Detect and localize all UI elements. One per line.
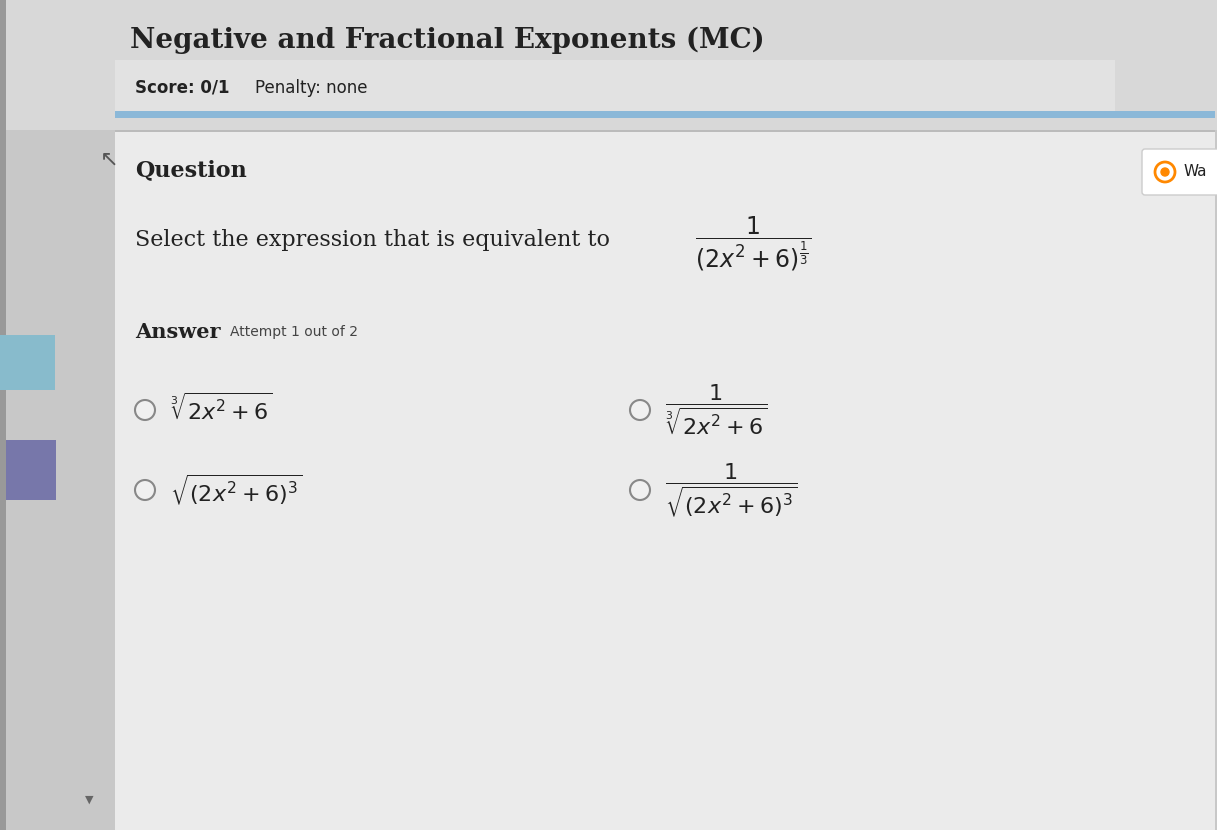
FancyBboxPatch shape [114, 130, 1215, 830]
Text: $\dfrac{1}{(2x^2+6)^{\frac{1}{3}}}$: $\dfrac{1}{(2x^2+6)^{\frac{1}{3}}}$ [695, 215, 812, 273]
FancyBboxPatch shape [114, 130, 1215, 132]
FancyBboxPatch shape [0, 335, 55, 390]
Circle shape [630, 480, 650, 500]
Text: Answer: Answer [135, 322, 220, 342]
Text: ▼: ▼ [85, 795, 94, 805]
Text: Negative and Fractional Exponents (MC): Negative and Fractional Exponents (MC) [130, 27, 764, 54]
Text: $\dfrac{1}{\sqrt[3]{2x^2+6}}$: $\dfrac{1}{\sqrt[3]{2x^2+6}}$ [664, 383, 767, 437]
Text: Select the expression that is equivalent to: Select the expression that is equivalent… [135, 229, 610, 251]
FancyBboxPatch shape [0, 0, 1217, 130]
Text: Score: 0/1: Score: 0/1 [135, 79, 230, 97]
FancyBboxPatch shape [114, 111, 1215, 118]
FancyBboxPatch shape [6, 440, 56, 500]
FancyBboxPatch shape [1142, 149, 1217, 195]
FancyBboxPatch shape [114, 60, 1115, 115]
Text: Wa: Wa [1183, 164, 1206, 179]
Text: $\sqrt{(2x^2+6)^3}$: $\sqrt{(2x^2+6)^3}$ [170, 472, 303, 507]
Text: $\dfrac{1}{\sqrt{(2x^2+6)^3}}$: $\dfrac{1}{\sqrt{(2x^2+6)^3}}$ [664, 461, 797, 519]
Text: ↖: ↖ [100, 150, 118, 170]
FancyBboxPatch shape [0, 0, 6, 830]
Text: Attempt 1 out of 2: Attempt 1 out of 2 [230, 325, 358, 339]
Text: Question: Question [135, 159, 247, 181]
Circle shape [630, 400, 650, 420]
Circle shape [135, 480, 155, 500]
Circle shape [1161, 168, 1170, 176]
Text: $\sqrt[3]{2x^2+6}$: $\sqrt[3]{2x^2+6}$ [170, 394, 273, 426]
Circle shape [135, 400, 155, 420]
Text: Penalty: none: Penalty: none [256, 79, 368, 97]
